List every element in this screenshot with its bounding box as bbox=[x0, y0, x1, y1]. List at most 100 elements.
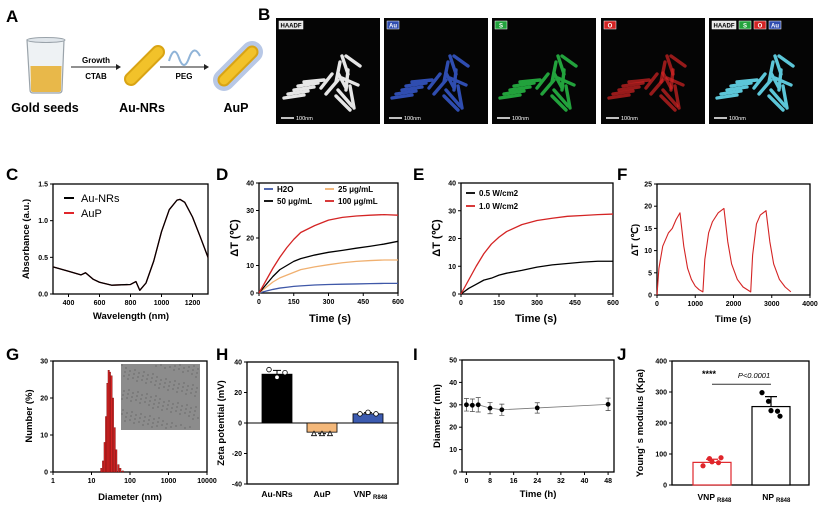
element-badge-label: Au bbox=[389, 24, 397, 30]
x-tick-label: 0 bbox=[459, 300, 463, 307]
legend-label: 50 μg/mL bbox=[277, 197, 312, 206]
x-tick-label: 450 bbox=[569, 300, 581, 307]
map-background bbox=[276, 18, 380, 124]
f-xlabel: Time (s) bbox=[715, 314, 751, 325]
x-tick-label: 3000 bbox=[764, 301, 780, 308]
panel-label-d: D bbox=[216, 165, 228, 184]
panel-label-c: C bbox=[6, 165, 18, 184]
data-point bbox=[777, 413, 783, 419]
y-tick-label: 30 bbox=[449, 402, 457, 409]
series-line bbox=[460, 213, 614, 295]
nanorod bbox=[661, 88, 679, 108]
y-tick-label: 300 bbox=[655, 390, 667, 397]
category-subscript: R848 bbox=[776, 498, 791, 504]
nanorod bbox=[498, 93, 522, 100]
nanorod bbox=[607, 93, 631, 100]
nanorod bbox=[336, 88, 354, 108]
legend-label: Au-NRs bbox=[81, 193, 120, 205]
panel-label-g: G bbox=[6, 345, 19, 364]
element-badge-label: S bbox=[743, 24, 747, 30]
arrowhead-icon bbox=[204, 64, 209, 70]
y-tick-label: 1.5 bbox=[38, 182, 48, 189]
bar bbox=[751, 405, 791, 486]
chart-e: 0 150 300 450 600 0 10 20 30 40 0.5 W/cm2 1.0 W/cm2 bbox=[448, 181, 619, 308]
nanorod bbox=[773, 76, 793, 87]
histogram-bar bbox=[110, 375, 113, 473]
series-line bbox=[460, 260, 613, 295]
peg-wave-icon bbox=[168, 49, 201, 66]
aup-label: AuP bbox=[224, 101, 249, 115]
x-tick-label: 0 bbox=[464, 478, 468, 485]
heating-cooling-curve bbox=[656, 207, 792, 296]
bar bbox=[692, 461, 732, 486]
c-ylabel: Absorbance (a.u.) bbox=[21, 199, 32, 279]
x-tick-label: 800 bbox=[125, 300, 137, 307]
element-badge bbox=[768, 20, 782, 30]
data-point bbox=[718, 455, 724, 461]
nanorod bbox=[627, 78, 651, 84]
nanorod bbox=[452, 54, 470, 68]
x-tick-label: 24 bbox=[533, 478, 541, 485]
series-line bbox=[258, 240, 399, 294]
x-tick-label: 300 bbox=[323, 299, 335, 306]
nanorod bbox=[752, 72, 767, 90]
beaker-icon bbox=[26, 37, 66, 94]
y-tick-label: -40 bbox=[232, 482, 242, 489]
nanorod bbox=[556, 76, 576, 87]
series-line bbox=[258, 259, 398, 294]
data-point bbox=[765, 398, 772, 404]
y-tick-label: 10 bbox=[449, 447, 457, 454]
nanorod bbox=[552, 71, 564, 90]
y-tick-label: 5 bbox=[648, 270, 652, 277]
y-tick-label: 40 bbox=[449, 380, 457, 387]
y-tick-label: 40 bbox=[246, 181, 254, 188]
legend-label: 25 μg/mL bbox=[338, 185, 373, 194]
plot-frame bbox=[460, 182, 614, 295]
legend-label: 1.0 W/cm2 bbox=[479, 202, 519, 211]
data-point bbox=[487, 405, 493, 411]
peg-label: PEG bbox=[176, 72, 193, 81]
x-tick-label: 1000 bbox=[161, 478, 177, 485]
x-tick-label: 150 bbox=[288, 299, 300, 306]
histogram-bar bbox=[115, 449, 118, 473]
plot-frame bbox=[656, 183, 811, 296]
histogram-bar bbox=[108, 371, 111, 473]
element-badge bbox=[494, 20, 508, 30]
panel-label-b: B bbox=[258, 5, 270, 24]
y-tick-label: 100 bbox=[655, 452, 667, 459]
gold-seeds-label: Gold seeds bbox=[11, 101, 78, 115]
nanorod bbox=[394, 89, 418, 96]
nanorod bbox=[769, 88, 787, 108]
eds-map-image: HAADF S O Au 100nm bbox=[709, 18, 813, 124]
nanorod bbox=[442, 60, 450, 84]
nanorod bbox=[769, 71, 781, 90]
histogram-bar bbox=[111, 397, 114, 473]
eds-map-image: HAADF 100nm bbox=[276, 18, 380, 124]
nanorod bbox=[344, 54, 362, 68]
nanorod bbox=[448, 76, 468, 87]
chart-d: 0 150 300 450 600 0 10 20 30 40 H2O 25 μg/mL 50 μg/m… bbox=[246, 181, 404, 307]
nanorod bbox=[669, 54, 687, 68]
i-xlabel: Time (h) bbox=[520, 489, 557, 500]
y-tick-label: 1.0 bbox=[38, 218, 48, 225]
x-tick-label: 10000 bbox=[197, 478, 217, 485]
element-badge-label: HAADF bbox=[281, 24, 302, 30]
y-tick-label: 25 bbox=[644, 182, 652, 189]
y-tick-label: 0 bbox=[44, 470, 48, 477]
nanorod bbox=[444, 88, 462, 108]
nanorod bbox=[319, 72, 334, 90]
x-tick-label: 1000 bbox=[154, 300, 170, 307]
y-tick-label: 40 bbox=[448, 181, 456, 188]
significance-stars: **** bbox=[702, 369, 717, 379]
data-point bbox=[373, 411, 379, 417]
eds-mapping-panels: HAADF 100nm Au 100nm S 100nm O 100nm HAADF S O Au 10… bbox=[276, 18, 813, 124]
y-tick-label: 0 bbox=[238, 421, 242, 428]
h-ylabel: Zeta potential (mV) bbox=[216, 380, 227, 466]
e-ylabel: ΔT (℃) bbox=[431, 219, 443, 257]
element-badge bbox=[603, 20, 617, 30]
d-ylabel: ΔT (℃) bbox=[229, 219, 241, 257]
element-badge bbox=[711, 20, 737, 30]
eds-map-image: S 100nm bbox=[492, 18, 596, 124]
scale-bar-label: 100nm bbox=[296, 116, 313, 122]
nanorod bbox=[673, 84, 681, 110]
